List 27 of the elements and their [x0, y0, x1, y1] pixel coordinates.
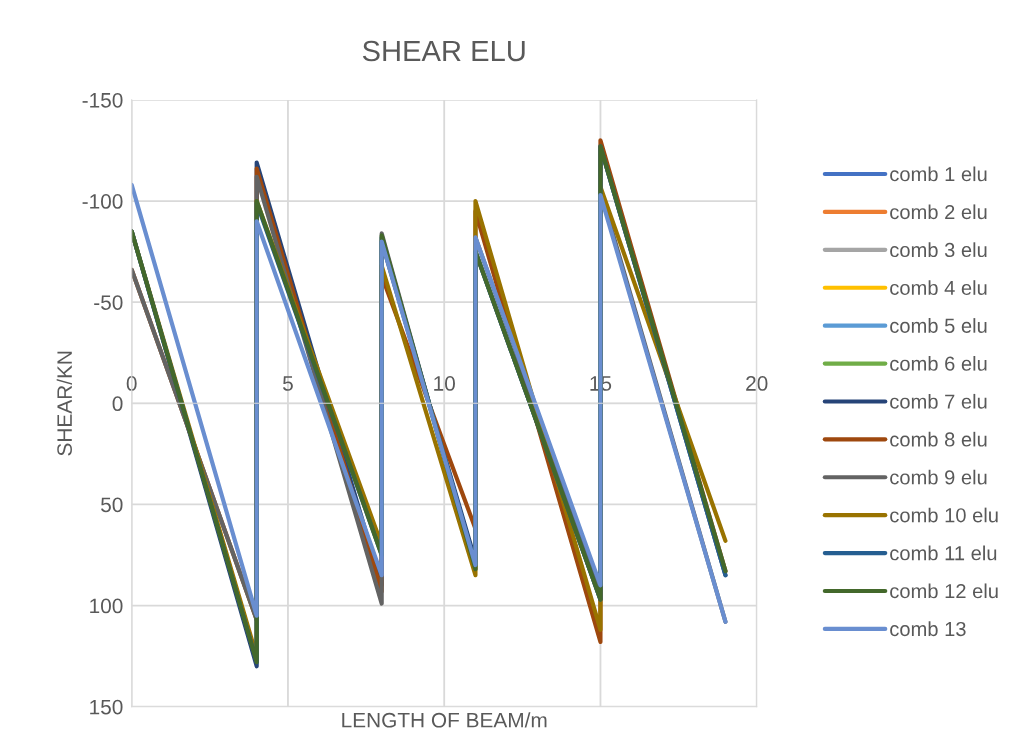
x-tick-label: 0	[126, 376, 137, 391]
x-tick-label: 5	[282, 376, 293, 391]
legend-label: comb 10 elu	[890, 507, 998, 523]
legend-label: comb 9 elu	[890, 469, 987, 485]
legend-label: comb 2 elu	[890, 204, 987, 220]
y-tick-label: -50	[94, 295, 123, 310]
legend-label: comb 4 elu	[890, 280, 987, 295]
legend-label: comb 6 elu	[890, 356, 987, 371]
legend-label: comb 5 elu	[890, 318, 987, 333]
y-tick-label: 50	[101, 497, 123, 513]
legend-label: comb 11 elu	[890, 545, 997, 561]
x-axis-title: LENGTH OF BEAM/m	[342, 712, 547, 728]
x-tick-label: 20	[746, 376, 768, 391]
legend-label: comb 13	[890, 621, 966, 637]
legend-label: comb 1 elu	[890, 166, 987, 182]
y-tick-label: -150	[82, 92, 123, 108]
legend-label: comb 12 elu	[890, 583, 998, 599]
legend-label: comb 3 elu	[890, 242, 987, 258]
legend-label: comb 7 elu	[890, 393, 987, 409]
y-tick-label: 100	[90, 598, 123, 614]
y-tick-label: 0	[112, 396, 123, 412]
y-tick-label: 150	[90, 699, 123, 715]
legend-label: comb 8 elu	[890, 431, 987, 447]
x-tick-label: 10	[434, 376, 455, 391]
y-tick-label: -100	[82, 194, 123, 209]
chart-title: SHEAR ELU	[362, 40, 525, 62]
y-axis-title: SHEAR/KN	[56, 351, 72, 456]
